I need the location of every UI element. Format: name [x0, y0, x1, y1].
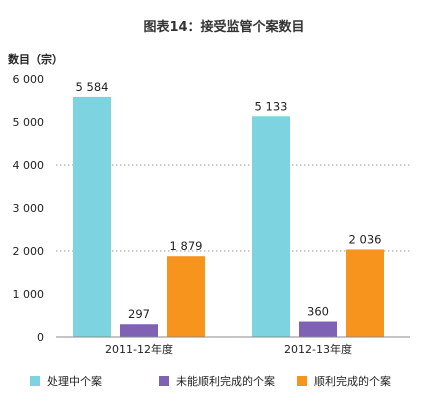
bar — [120, 324, 158, 337]
data-label: 360 — [307, 305, 329, 319]
legend-swatch — [159, 376, 169, 386]
legend-swatch — [30, 376, 40, 386]
y-tick-label: 1 000 — [13, 288, 45, 301]
x-category-label: 2012-13年度 — [284, 342, 352, 356]
data-label: 5 133 — [255, 99, 288, 113]
legend-label: 顺利完成的个案 — [314, 374, 391, 388]
y-tick-label: 2 000 — [13, 245, 45, 258]
y-tick-label: 5 000 — [13, 116, 45, 129]
y-axis-label: 数目（宗） — [8, 52, 63, 66]
y-tick-label: 0 — [37, 331, 44, 344]
chart-title: 图表14：接受监管个案数目 — [143, 19, 304, 35]
bar — [167, 256, 205, 337]
data-label: 1 879 — [170, 239, 203, 253]
data-label: 2 036 — [349, 232, 382, 246]
y-tick-label: 3 000 — [13, 202, 45, 215]
data-label: 297 — [128, 307, 150, 321]
gridlines — [56, 164, 410, 252]
legend-label: 未能顺利完成的个案 — [176, 374, 275, 388]
bar — [299, 321, 337, 337]
y-tick-label: 4 000 — [13, 159, 45, 172]
y-axis-ticks: 0 1 000 2 000 3 000 4 000 5 000 6 000 — [13, 73, 45, 344]
x-category-label: 2011-12年度 — [105, 342, 173, 356]
y-tick-label: 6 000 — [13, 73, 45, 86]
bar — [252, 116, 290, 337]
legend-label: 处理中个案 — [47, 374, 102, 388]
data-label: 5 584 — [76, 80, 109, 94]
bar — [73, 96, 111, 337]
bar — [346, 249, 384, 337]
x-axis-categories: 2011-12年度 2012-13年度 — [105, 342, 352, 356]
bars: 5 584 297 1 879 5 133 360 2 036 — [73, 80, 384, 337]
legend: 处理中个案 未能顺利完成的个案 顺利完成的个案 — [30, 374, 391, 388]
legend-swatch — [297, 376, 307, 386]
